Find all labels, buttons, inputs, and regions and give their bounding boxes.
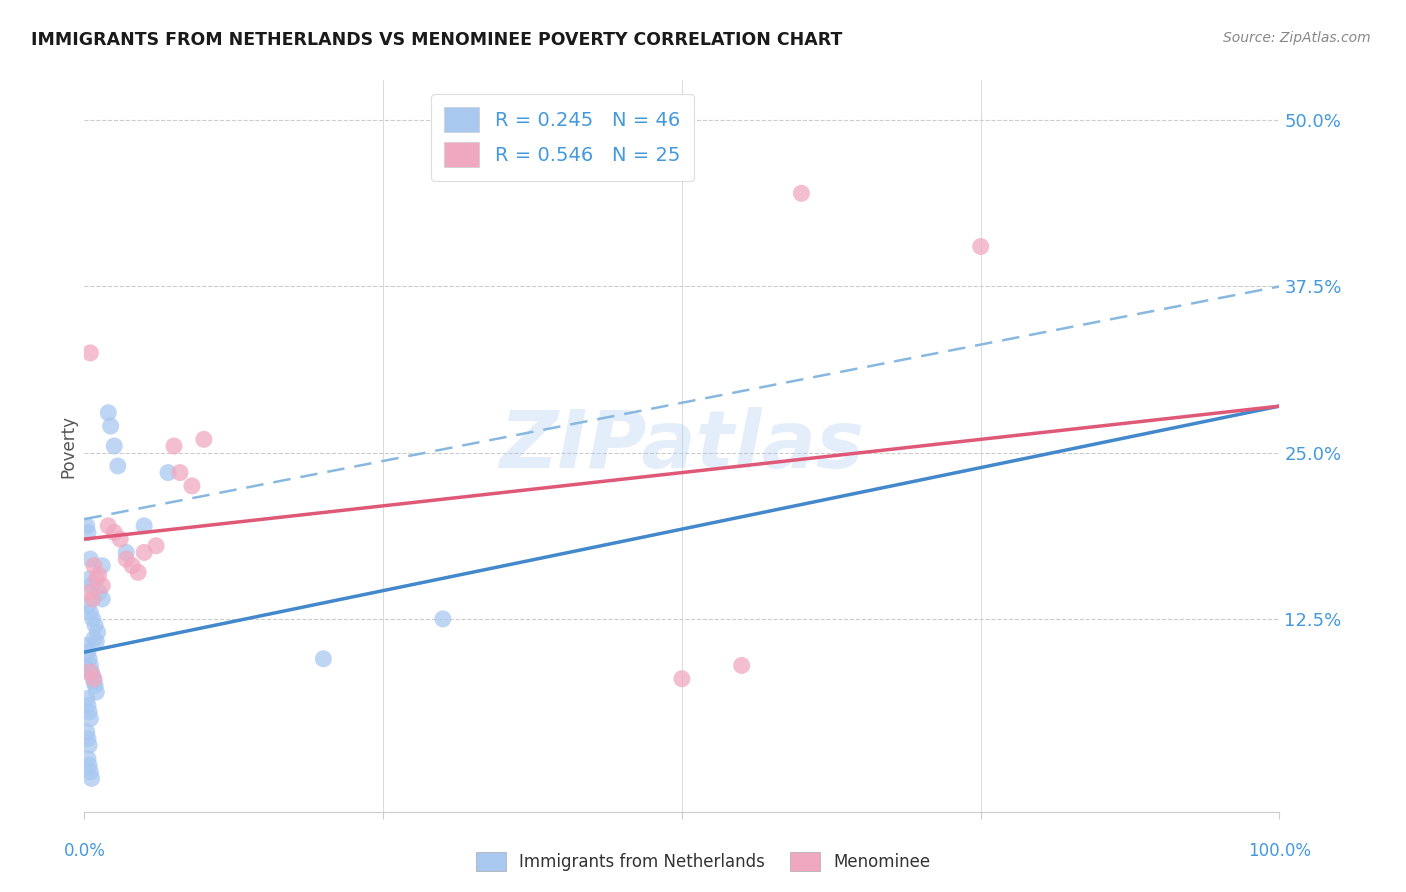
Point	[82, 669, 104, 683]
Point	[127, 566, 149, 580]
Point	[77, 738, 100, 752]
Point	[79, 605, 101, 619]
Point	[86, 572, 108, 586]
Point	[91, 579, 114, 593]
Point	[84, 618, 107, 632]
Point	[91, 591, 114, 606]
Point	[77, 705, 100, 719]
Point	[83, 632, 105, 646]
Point	[103, 525, 125, 540]
Point	[132, 545, 156, 559]
Point	[77, 599, 100, 613]
Point	[86, 625, 108, 640]
Point	[76, 691, 98, 706]
Legend: Immigrants from Netherlands, Menominee: Immigrants from Netherlands, Menominee	[467, 843, 939, 880]
Point	[432, 612, 454, 626]
Point	[76, 518, 98, 533]
Point	[83, 558, 105, 573]
Text: 0.0%: 0.0%	[63, 842, 105, 860]
Point	[77, 645, 100, 659]
Point	[80, 579, 103, 593]
Point	[82, 591, 104, 606]
Point	[193, 433, 215, 447]
Point	[91, 558, 114, 573]
Legend: R = 0.245   N = 46, R = 0.546   N = 25: R = 0.245 N = 46, R = 0.546 N = 25	[430, 94, 695, 180]
Point	[79, 764, 101, 779]
Text: ZIPatlas: ZIPatlas	[499, 407, 865, 485]
Point	[103, 439, 125, 453]
Point	[79, 658, 101, 673]
Point	[83, 672, 105, 686]
Point	[86, 685, 108, 699]
Point	[790, 186, 813, 201]
Point	[77, 652, 100, 666]
Point	[157, 466, 180, 480]
Point	[79, 712, 101, 726]
Point	[671, 672, 693, 686]
Point	[82, 612, 104, 626]
Point	[87, 585, 110, 599]
Point	[79, 552, 101, 566]
Text: 100.0%: 100.0%	[1249, 842, 1310, 860]
Point	[77, 751, 100, 765]
Point	[169, 466, 191, 480]
Point	[80, 665, 103, 679]
Point	[731, 658, 754, 673]
Point	[97, 406, 120, 420]
Point	[115, 552, 138, 566]
Point	[110, 532, 132, 546]
Point	[97, 518, 120, 533]
Point	[83, 674, 105, 689]
Point	[80, 772, 103, 786]
Point	[132, 518, 156, 533]
Point	[107, 458, 129, 473]
Point	[181, 479, 204, 493]
Text: Source: ZipAtlas.com: Source: ZipAtlas.com	[1223, 31, 1371, 45]
Point	[86, 634, 108, 648]
Point	[100, 419, 122, 434]
Point	[121, 558, 143, 573]
Point	[77, 758, 100, 772]
Point	[76, 661, 98, 675]
Point	[77, 731, 100, 746]
Point	[163, 439, 186, 453]
Point	[76, 639, 98, 653]
Text: IMMIGRANTS FROM NETHERLANDS VS MENOMINEE POVERTY CORRELATION CHART: IMMIGRANTS FROM NETHERLANDS VS MENOMINEE…	[31, 31, 842, 49]
Point	[312, 652, 335, 666]
Point	[79, 346, 101, 360]
Point	[79, 665, 101, 679]
Point	[970, 239, 993, 253]
Point	[87, 568, 110, 582]
Point	[79, 585, 101, 599]
Point	[77, 525, 100, 540]
Point	[77, 572, 100, 586]
Point	[145, 539, 167, 553]
Y-axis label: Poverty: Poverty	[59, 415, 77, 477]
Point	[77, 698, 100, 713]
Point	[84, 678, 107, 692]
Point	[76, 725, 98, 739]
Point	[77, 665, 100, 679]
Point	[115, 545, 138, 559]
